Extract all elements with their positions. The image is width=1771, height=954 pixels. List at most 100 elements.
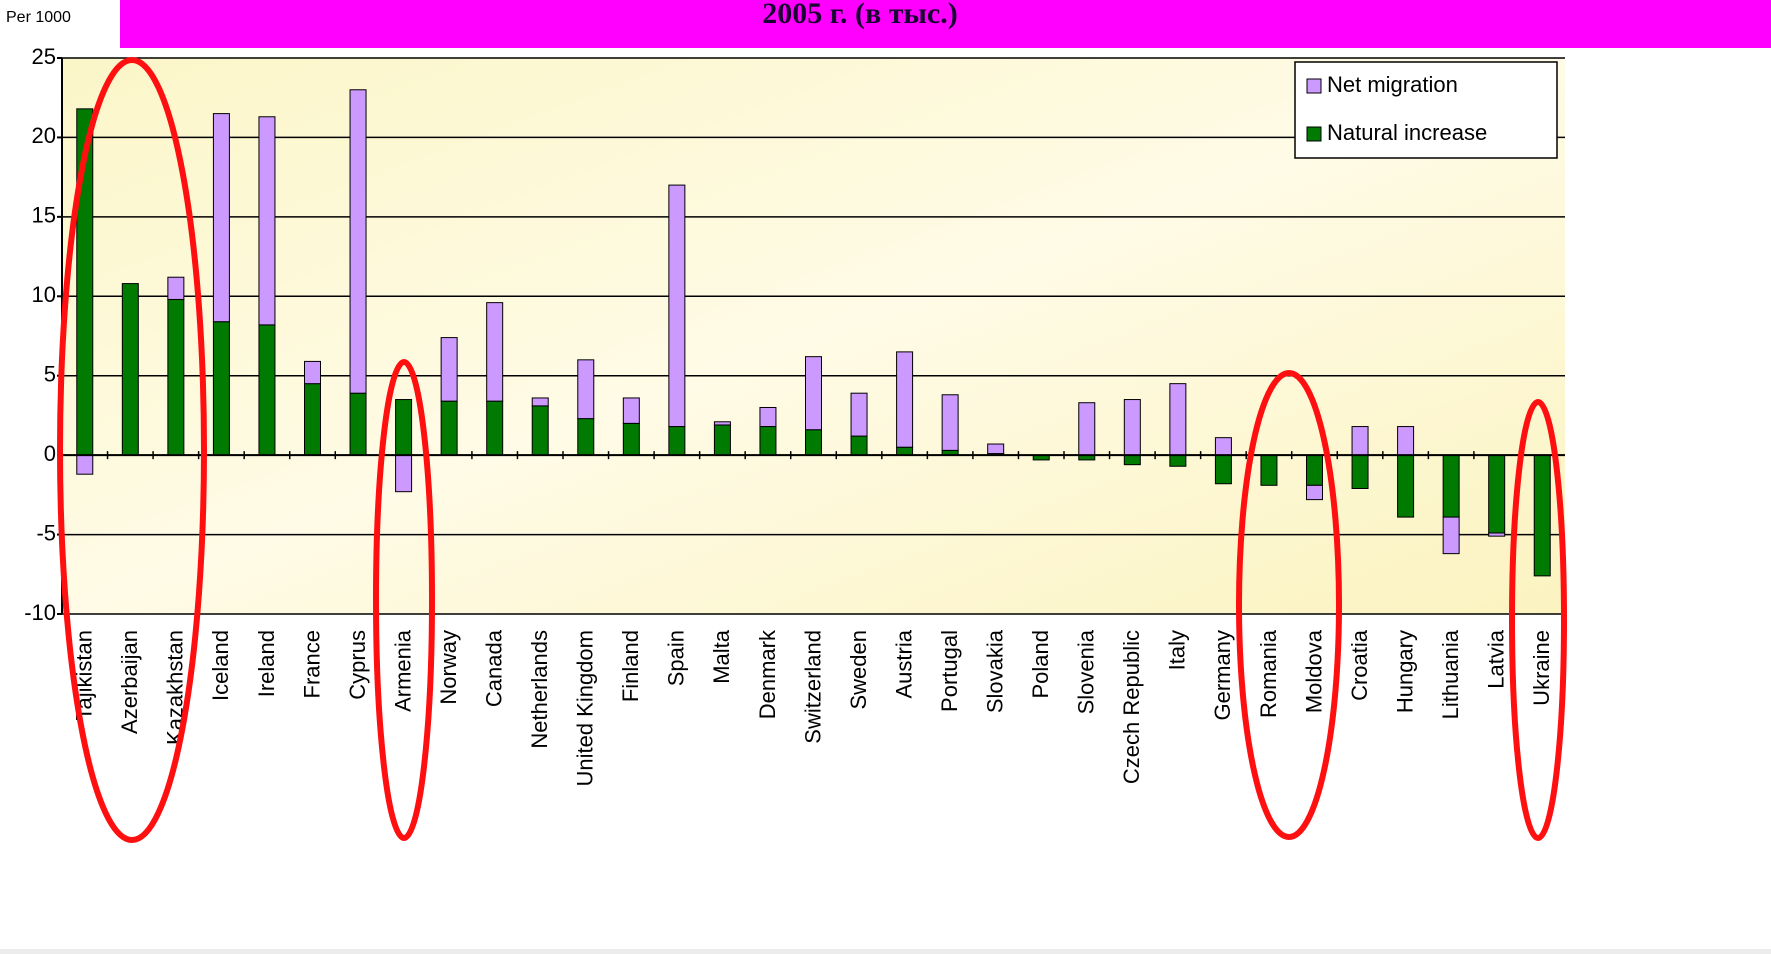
- x-tick-label: Ukraine: [1529, 630, 1554, 706]
- bar-segment: [440, 337, 458, 402]
- bar-segment: [987, 443, 1005, 455]
- y-tick-label: 20: [32, 123, 56, 148]
- bar-segment: [395, 454, 413, 493]
- x-tick-label: Canada: [481, 629, 506, 707]
- x-tick-label: Hungary: [1392, 630, 1417, 713]
- x-tick-label: Slovakia: [982, 629, 1007, 713]
- x-tick-label: Armenia: [390, 629, 415, 712]
- bar-segment: [805, 356, 822, 431]
- bar-segment: [941, 394, 959, 451]
- bar-segment: [212, 321, 230, 456]
- x-tick-label: Croatia: [1347, 629, 1372, 701]
- legend-swatch: [1306, 126, 1322, 142]
- bar-segment: [1306, 484, 1323, 501]
- bar-segment: [76, 454, 94, 475]
- bar-segment: [531, 397, 549, 407]
- y-tick-label: 5: [44, 362, 56, 387]
- bar-segment: [668, 426, 686, 456]
- annotations: [57, 57, 1567, 843]
- bar-segment: [1214, 437, 1232, 456]
- bar-segment: [668, 184, 686, 428]
- x-tick-label: Azerbaijan: [117, 630, 142, 734]
- bar-segment: [759, 406, 777, 428]
- bar-segment: [577, 418, 595, 456]
- bar-segment: [349, 392, 367, 456]
- bar-segment: [1442, 454, 1460, 518]
- bar-segment: [486, 400, 504, 456]
- bar-segment: [121, 283, 139, 456]
- x-tick-label: Portugal: [937, 630, 962, 712]
- x-tick-label: Romania: [1256, 629, 1281, 718]
- bar-segment: [713, 424, 731, 456]
- bar-segment: [167, 276, 185, 300]
- x-tick-label: Poland: [1028, 630, 1053, 699]
- bar-segment: [258, 324, 276, 456]
- legend-label: Net migration: [1327, 72, 1458, 97]
- x-tick-label: Slovenia: [1074, 629, 1099, 714]
- bar-segment: [1351, 454, 1369, 490]
- bar-segment: [1169, 454, 1187, 467]
- bar-segment: [805, 429, 822, 456]
- bar-segment: [1488, 532, 1506, 537]
- bar-segment: [1214, 454, 1232, 485]
- highlight-ellipse: [1236, 370, 1342, 840]
- title-bar: [120, 0, 1771, 48]
- x-tick-label: Iceland: [208, 630, 233, 701]
- bar-segment: [440, 400, 458, 456]
- legend-swatch: [1306, 78, 1322, 94]
- x-tick-label: Italy: [1165, 630, 1190, 670]
- x-tick-label: Switzerland: [800, 630, 825, 744]
- x-tick-label: Lithuania: [1438, 629, 1463, 719]
- bar-segment: [622, 397, 640, 424]
- bar-segment: [622, 422, 640, 456]
- x-tick-label: Moldova: [1301, 629, 1326, 713]
- x-tick-label: Sweden: [846, 630, 871, 710]
- bar-segment: [1123, 454, 1141, 466]
- y-tick-label: 10: [32, 282, 56, 307]
- x-tick-label: Ireland: [254, 630, 279, 697]
- bar-segment: [1306, 454, 1323, 486]
- x-tick-label: Netherlands: [527, 630, 552, 749]
- highlight-ellipse: [373, 359, 435, 841]
- bar-segment: [713, 421, 731, 426]
- bar-segment: [1260, 454, 1278, 486]
- bar-segment: [531, 405, 549, 456]
- bar-segment: [1442, 516, 1460, 555]
- bar-segment: [212, 113, 230, 323]
- bar-segment: [1533, 454, 1551, 577]
- x-tick-label: Czech Republic: [1119, 630, 1144, 784]
- x-tick-label: Latvia: [1483, 629, 1508, 688]
- bar-segment: [896, 351, 914, 448]
- bar-segment: [304, 360, 321, 385]
- x-tick-label: United Kingdom: [573, 630, 598, 787]
- bar-segment: [167, 298, 185, 456]
- highlight-ellipse: [1509, 399, 1567, 841]
- x-tick-label: Spain: [664, 630, 689, 686]
- x-tick-label: Malta: [709, 629, 734, 684]
- bar-segment: [486, 302, 504, 402]
- x-tick-label: Cyprus: [345, 630, 370, 700]
- x-tick-label: Germany: [1210, 630, 1235, 720]
- bar-segment: [1397, 426, 1415, 456]
- legend-label: Natural increase: [1327, 120, 1487, 145]
- bar-segment: [395, 399, 413, 456]
- bar-segment: [577, 359, 595, 420]
- y-tick-label: -5: [36, 520, 56, 545]
- bar-segment: [1169, 383, 1187, 456]
- bar-segment: [1078, 402, 1096, 456]
- highlight-ellipse: [57, 57, 207, 843]
- x-tick-label: Austria: [891, 629, 916, 698]
- x-tick-label: Finland: [618, 630, 643, 702]
- y-tick-label: 25: [32, 44, 56, 69]
- bar-segment: [850, 392, 868, 437]
- y-tick-label: -10: [24, 600, 56, 625]
- x-tick-label: Norway: [436, 630, 461, 705]
- legend-box: [1294, 61, 1558, 159]
- bar-segment: [349, 89, 367, 394]
- x-tick-label: Denmark: [755, 629, 780, 719]
- y-axis-label: Per 1000: [6, 9, 71, 26]
- y-tick-label: 15: [32, 203, 56, 228]
- y-tick-label: 0: [44, 441, 56, 466]
- bar-segment: [896, 446, 914, 456]
